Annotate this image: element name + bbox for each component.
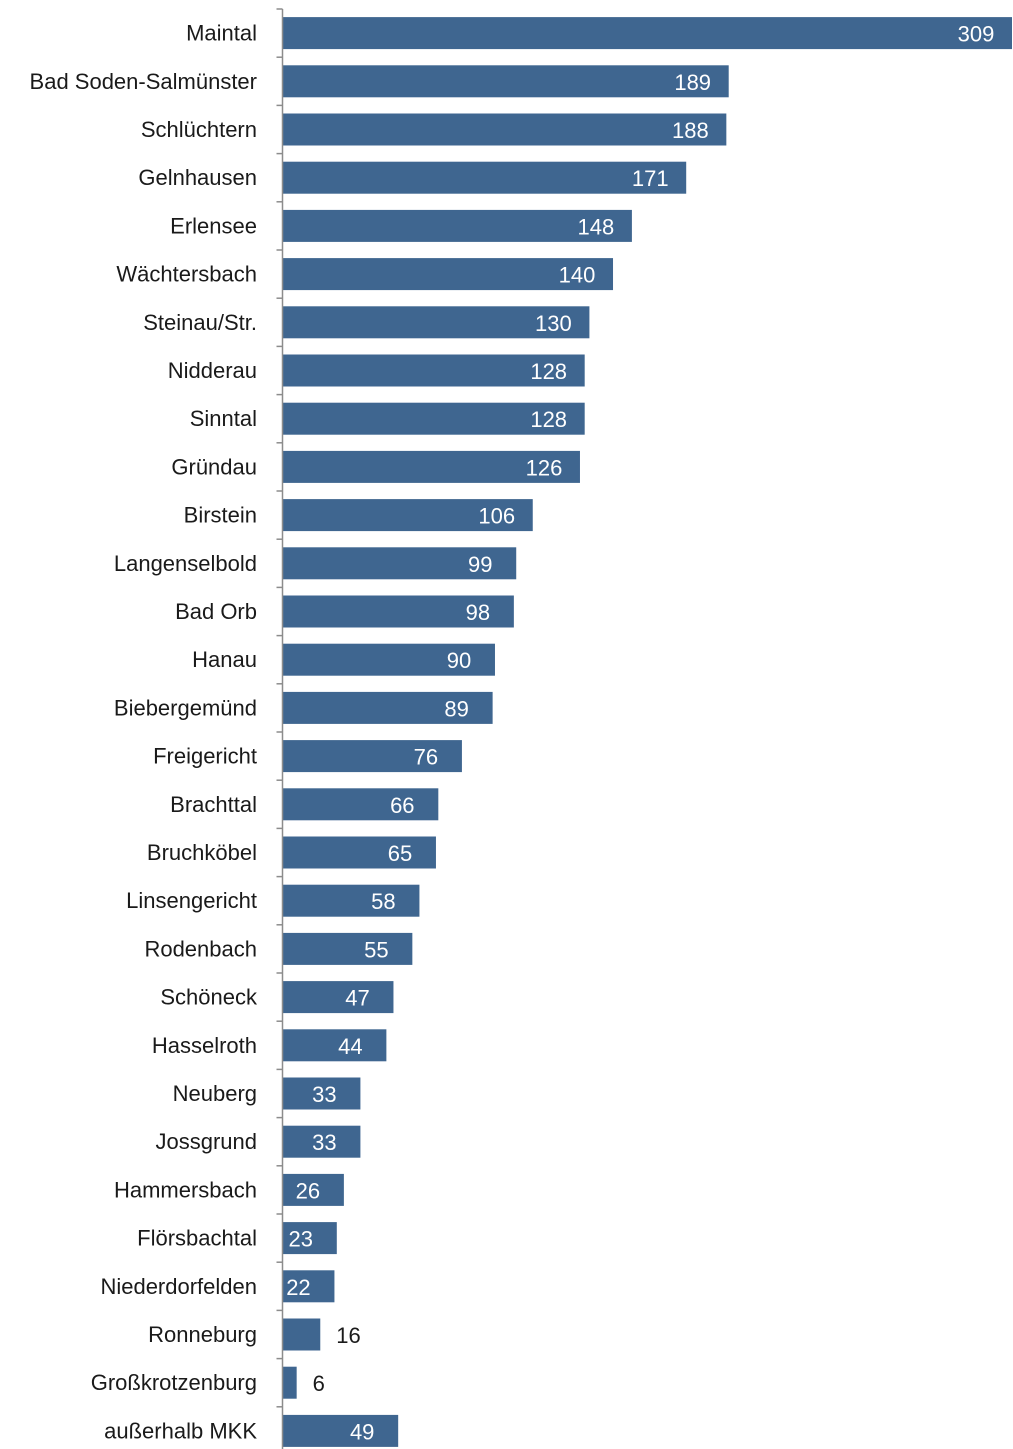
category-label: Biebergemünd [114, 695, 257, 720]
category-label: Schlüchtern [141, 117, 257, 142]
category-label: Hasselroth [152, 1033, 257, 1058]
value-label: 99 [468, 552, 492, 577]
value-label: 106 [478, 504, 515, 529]
bar [282, 595, 514, 628]
bars [282, 17, 1012, 1447]
value-label: 89 [444, 696, 468, 721]
value-label: 148 [578, 214, 615, 239]
bar [282, 1414, 399, 1447]
value-label: 309 [958, 22, 995, 47]
value-label: 130 [535, 311, 572, 336]
value-label: 140 [559, 263, 596, 288]
bar [282, 306, 590, 339]
category-label: Bad Orb [175, 599, 257, 624]
value-label: 16 [336, 1323, 360, 1348]
bar [282, 740, 462, 773]
bar [282, 1366, 297, 1399]
bar [282, 354, 585, 387]
category-label: Erlensee [170, 213, 257, 238]
category-label: außerhalb MKK [104, 1418, 257, 1443]
bar [282, 209, 632, 242]
value-label: 76 [414, 745, 438, 770]
bar [282, 1173, 344, 1206]
bar [282, 932, 413, 965]
value-label: 47 [345, 986, 369, 1011]
category-label: Schöneck [160, 985, 258, 1010]
value-label: 98 [466, 600, 490, 625]
value-label: 128 [530, 407, 567, 432]
category-label: Sinntal [190, 406, 257, 431]
bar [282, 691, 493, 724]
value-label: 22 [286, 1275, 310, 1300]
category-label: Hammersbach [114, 1177, 257, 1202]
category-label: Hanau [192, 647, 257, 672]
value-label: 66 [390, 793, 414, 818]
value-label: 189 [674, 70, 711, 95]
bar [282, 643, 495, 676]
y-axis-ticks [276, 8, 283, 1408]
bar [282, 1125, 361, 1158]
category-label: Flörsbachtal [137, 1226, 257, 1251]
category-label: Jossgrund [155, 1129, 257, 1154]
category-label: Bad Soden-Salmünster [30, 69, 257, 94]
value-label: 26 [296, 1178, 320, 1203]
bar [282, 1222, 337, 1255]
category-labels: Maintal Bad Soden-Salmünster Schlüchtern Ge… [30, 21, 258, 1444]
category-label: Ronneburg [148, 1322, 257, 1347]
category-label: Langenselbold [114, 551, 257, 576]
bar [282, 836, 436, 869]
bar [282, 547, 517, 580]
bar [282, 1318, 321, 1351]
bar [282, 1029, 387, 1062]
category-label: Brachttal [170, 792, 257, 817]
category-label: Freigericht [153, 744, 257, 769]
bar [282, 258, 614, 291]
value-label: 188 [672, 118, 709, 143]
value-label: 55 [364, 937, 388, 962]
category-label: Neuberg [173, 1081, 257, 1106]
bar [282, 113, 727, 146]
bar [282, 1077, 361, 1110]
value-label: 171 [632, 166, 669, 191]
bar [282, 450, 580, 483]
category-label: Wächtersbach [116, 262, 257, 287]
category-label: Gründau [171, 454, 257, 479]
category-label: Steinau/Str. [143, 310, 257, 335]
value-label: 6 [313, 1371, 325, 1396]
value-label: 65 [388, 841, 412, 866]
bar [282, 161, 687, 194]
category-label: Bruchköbel [147, 840, 257, 865]
value-label: 23 [289, 1227, 313, 1252]
value-label: 90 [447, 648, 471, 673]
category-label: Rodenbach [144, 936, 257, 961]
value-label: 128 [530, 359, 567, 384]
bar [282, 402, 585, 435]
category-label: Niederdorfelden [100, 1274, 257, 1299]
bar [282, 65, 729, 98]
category-label: Gelnhausen [138, 165, 257, 190]
bar [282, 1270, 335, 1303]
category-label: Birstein [184, 503, 257, 528]
bar [282, 981, 394, 1014]
category-label: Großkrotzenburg [91, 1370, 257, 1395]
category-label: Maintal [186, 21, 257, 46]
value-label: 126 [526, 455, 563, 480]
value-label: 44 [338, 1034, 362, 1059]
value-label: 49 [350, 1419, 374, 1444]
value-label: 33 [312, 1082, 336, 1107]
category-label: Nidderau [168, 358, 257, 383]
bar [282, 499, 533, 532]
value-label: 33 [312, 1130, 336, 1155]
value-label: 58 [371, 889, 395, 914]
category-label: Linsengericht [126, 888, 257, 913]
bar [282, 884, 420, 917]
bar [282, 788, 439, 821]
bar [282, 17, 1012, 50]
